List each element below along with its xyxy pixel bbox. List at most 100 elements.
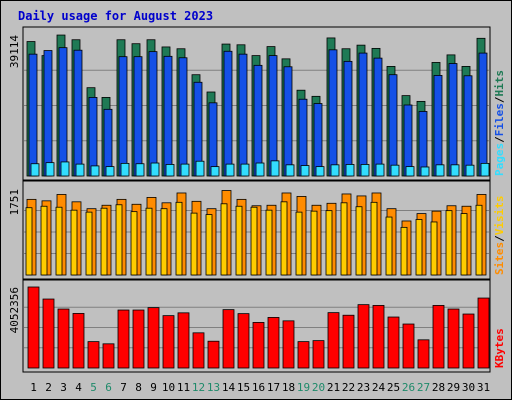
x-tick-day-12: 12 (192, 381, 205, 394)
top-bar-pages-day-3 (60, 161, 70, 177)
middle-bar-visits-day-14 (220, 203, 228, 276)
top-bar-files-day-15 (238, 53, 248, 177)
bottom-bar-kbytes-day-24 (372, 305, 385, 369)
bottom-legend: KBytes (493, 328, 506, 368)
middle-bar-visits-day-29 (445, 210, 453, 276)
top-bar-pages-day-16 (255, 162, 265, 177)
top-bar-pages-day-31 (480, 162, 490, 177)
top-bar-pages-day-9 (150, 162, 160, 177)
bottom-bar-kbytes-day-3 (57, 308, 70, 369)
x-tick-day-2: 2 (45, 381, 52, 394)
x-tick-day-13: 13 (207, 381, 220, 394)
top-bar-files-day-8 (133, 56, 143, 177)
middle-bar-visits-day-5 (85, 211, 93, 276)
top-bar-pages-day-15 (240, 163, 250, 177)
middle-bar-visits-day-1 (25, 207, 33, 276)
bottom-bar-kbytes-day-25 (387, 316, 400, 369)
bottom-bar-kbytes-day-8 (132, 309, 145, 369)
middle-bar-visits-day-17 (265, 209, 273, 276)
top-bar-pages-day-1 (30, 163, 40, 177)
legend-separator: / (493, 136, 506, 143)
bottom-bar-kbytes-day-22 (342, 314, 355, 369)
top-bar-pages-day-6 (105, 166, 115, 177)
top-bar-pages-day-2 (45, 162, 55, 177)
bottom-bar-kbytes-day-16 (252, 322, 265, 369)
top-bar-files-day-9 (148, 51, 158, 177)
top-bar-pages-day-7 (120, 162, 130, 177)
legend-kbytes: KBytes (493, 328, 506, 368)
top-bar-pages-day-24 (375, 163, 385, 177)
top-bar-pages-day-11 (180, 163, 190, 177)
x-tick-day-5: 5 (90, 381, 97, 394)
middle-bar-visits-day-23 (355, 206, 363, 276)
middle-bar-visits-day-3 (55, 206, 63, 276)
legend-separator: / (493, 235, 506, 242)
middle-bar-visits-day-4 (70, 209, 78, 276)
middle-bar-visits-day-30 (460, 213, 468, 276)
bottom-bar-kbytes-day-10 (162, 315, 175, 369)
bottom-bar-kbytes-day-4 (72, 313, 85, 369)
x-tick-day-27: 27 (417, 381, 430, 394)
top-bar-files-day-23 (358, 52, 368, 177)
middle-bar-visits-day-26 (400, 226, 408, 276)
middle-bar-visits-day-2 (40, 205, 48, 276)
top-bar-pages-day-27 (420, 166, 430, 177)
middle-bar-visits-day-21 (325, 210, 333, 276)
bottom-bar-kbytes-day-21 (327, 312, 340, 369)
legend-sites: Sites (493, 242, 506, 275)
middle-bar-visits-day-11 (175, 201, 183, 276)
middle-max-label: 1751 (8, 189, 21, 216)
top-bar-pages-day-28 (435, 164, 445, 177)
top-bar-pages-day-13 (210, 166, 220, 177)
bottom-bar-kbytes-day-20 (312, 340, 325, 369)
top-bar-pages-day-17 (270, 160, 280, 177)
x-tick-day-29: 29 (447, 381, 460, 394)
top-bar-pages-day-8 (135, 163, 145, 177)
x-tick-day-17: 17 (267, 381, 280, 394)
top-bar-pages-day-21 (330, 164, 340, 177)
x-tick-day-1: 1 (30, 381, 37, 394)
top-bar-files-day-21 (328, 49, 338, 177)
top-bar-files-day-13 (208, 102, 218, 177)
top-bar-files-day-1 (28, 53, 38, 177)
top-bar-files-day-11 (178, 57, 188, 177)
x-tick-day-4: 4 (75, 381, 82, 394)
middle-bar-visits-day-18 (280, 201, 288, 276)
x-tick-day-19: 19 (297, 381, 310, 394)
top-bar-files-day-30 (463, 75, 473, 177)
middle-bar-visits-day-7 (115, 204, 123, 276)
top-bar-files-day-29 (448, 63, 458, 177)
x-tick-day-14: 14 (222, 381, 236, 394)
middle-bar-visits-day-19 (295, 211, 303, 276)
bottom-bar-kbytes-day-6 (102, 343, 115, 369)
bottom-bar-kbytes-day-30 (462, 313, 475, 369)
x-tick-day-16: 16 (252, 381, 265, 394)
x-tick-day-3: 3 (60, 381, 67, 394)
top-bar-pages-day-19 (300, 165, 310, 177)
bottom-bar-kbytes-day-9 (147, 307, 160, 369)
top-legend: Pages/Files/Hits (493, 70, 506, 176)
bottom-bar-kbytes-day-18 (282, 320, 295, 369)
bottom-bar-kbytes-day-28 (432, 305, 445, 369)
top-bar-files-day-10 (163, 55, 173, 177)
x-tick-day-23: 23 (357, 381, 370, 394)
x-tick-day-20: 20 (312, 381, 325, 394)
bottom-bar-kbytes-day-15 (237, 313, 250, 369)
bottom-bar-kbytes-day-1 (27, 286, 40, 369)
legend-files: Files (493, 103, 506, 136)
top-bar-files-day-7 (118, 56, 128, 177)
top-bar-pages-day-20 (315, 166, 325, 177)
bottom-bar-kbytes-day-23 (357, 304, 370, 369)
top-bar-pages-day-10 (165, 164, 175, 177)
bottom-bar-kbytes-day-2 (42, 298, 55, 369)
top-bar-files-day-28 (433, 75, 443, 177)
top-bar-files-day-18 (283, 66, 293, 177)
top-bar-pages-day-29 (450, 164, 460, 177)
top-bar-files-day-3 (58, 47, 68, 177)
bottom-bar-kbytes-day-27 (417, 339, 430, 369)
top-bar-files-day-24 (373, 57, 383, 177)
top-bar-pages-day-30 (465, 164, 475, 177)
bottom-max-label: 4052356 (8, 287, 21, 333)
middle-bar-visits-day-10 (160, 208, 168, 276)
